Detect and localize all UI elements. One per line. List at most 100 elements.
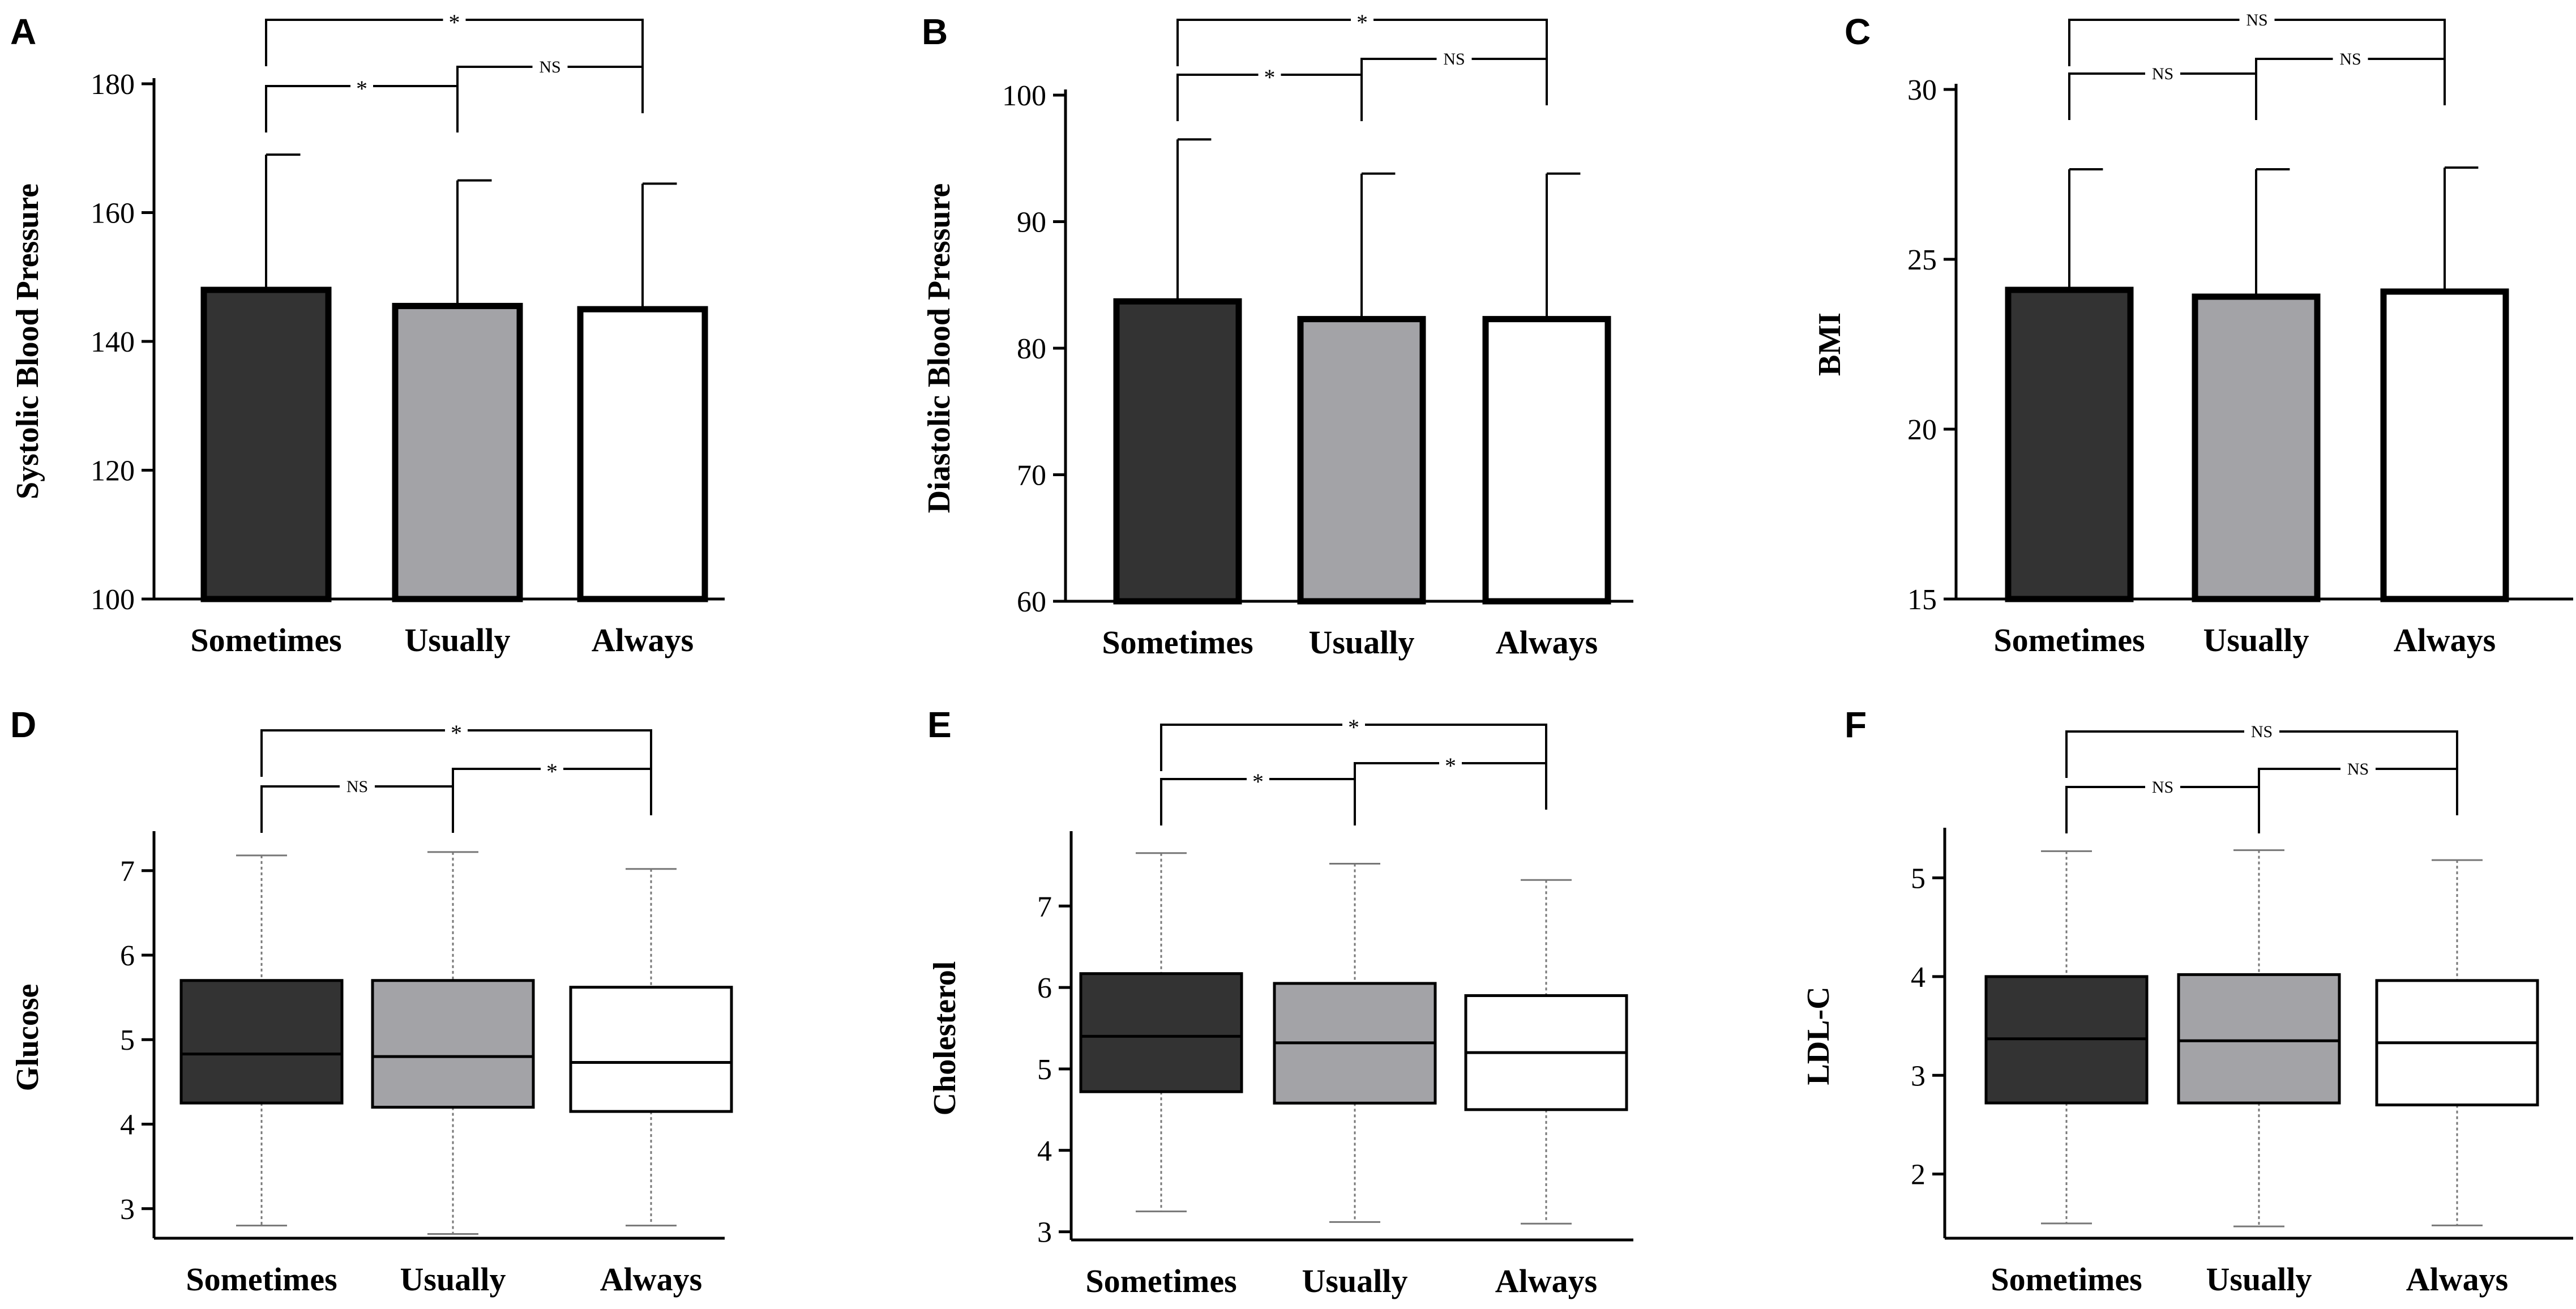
significance-label-bg — [2145, 65, 2180, 83]
panel-c: C 15 20 25 30 BMI Sometimes Usually Always NS NS NS — [1812, 11, 2573, 658]
bar — [200, 286, 332, 602]
x-tick-label: Usually — [1309, 624, 1415, 661]
y-tick-label: 4 — [120, 1109, 135, 1141]
significance-label: NS — [1443, 50, 1465, 69]
significance-label: NS — [2251, 722, 2273, 741]
bar — [1482, 316, 1611, 605]
y-tick-label: 4 — [1911, 961, 1925, 994]
box — [569, 986, 733, 1113]
significance-label: NS — [2152, 778, 2173, 797]
panel-b: B 60 70 80 90 100 Diastolic Blood Pressure Some… — [922, 10, 1633, 661]
significance-label: * — [1252, 769, 1264, 794]
box — [371, 979, 535, 1109]
panel-e: E 3 4 5 6 7 Cholesterol Sometimes Usually Always *… — [927, 704, 1633, 1299]
x-tick-label: Usually — [1302, 1263, 1408, 1299]
significance-label-bg — [2244, 722, 2279, 741]
panel-f: F 2 3 4 5 LDL-C Sometimes Usually Always NS NS NS — [1801, 704, 2573, 1298]
significance-label: * — [1348, 715, 1359, 740]
x-tick-label: Usually — [405, 622, 511, 658]
significance-label-bg — [2333, 50, 2368, 68]
panel-letter: F — [1845, 704, 1867, 745]
y-tick-label: 25 — [1907, 244, 1937, 276]
y-axis-label: Cholesterol — [927, 961, 962, 1116]
y-axis-label: LDL-C — [1801, 986, 1836, 1085]
y-tick-label: 160 — [91, 198, 135, 230]
y-tick-label: 4 — [1037, 1135, 1052, 1167]
significance-label-bg — [1342, 716, 1365, 734]
x-tick-label: Usually — [2203, 622, 2309, 658]
y-tick-label: 3 — [1911, 1060, 1925, 1092]
bar — [2005, 286, 2134, 602]
panel-letter: E — [927, 704, 952, 745]
significance-label-bg — [2145, 778, 2180, 796]
significance-label-bg — [445, 721, 468, 739]
significance-label: * — [1357, 10, 1368, 35]
significance-label: * — [449, 10, 460, 35]
bar — [1113, 298, 1242, 605]
y-tick-label: 60 — [1017, 586, 1046, 618]
bar — [2380, 288, 2509, 602]
y-axis-label: Glucose — [10, 984, 45, 1092]
x-tick-label: Usually — [2206, 1261, 2312, 1298]
y-tick-label: 7 — [1037, 891, 1052, 923]
y-tick-label: 5 — [1911, 862, 1925, 895]
y-axis-label: BMI — [1812, 313, 1847, 376]
y-tick-label: 100 — [91, 584, 135, 616]
y-tick-label: 70 — [1017, 460, 1046, 492]
x-tick-label: Sometimes — [186, 1261, 337, 1298]
y-tick-label: 100 — [1002, 80, 1046, 112]
x-tick-label: Always — [1495, 1263, 1597, 1299]
x-tick-label: Sometimes — [1993, 622, 2145, 658]
significance-label: * — [1264, 65, 1276, 90]
y-axis-label: Systolic Blood Pressure — [10, 183, 45, 499]
significance-label: NS — [2347, 760, 2369, 778]
x-tick-label: Always — [1496, 624, 1598, 661]
significance-label-bg — [1247, 770, 1269, 788]
y-tick-label: 120 — [91, 455, 135, 487]
y-tick-label: 5 — [1037, 1054, 1052, 1086]
y-tick-label: 2 — [1911, 1159, 1925, 1191]
significance-label: NS — [346, 777, 368, 796]
significance-label-bg — [1258, 66, 1281, 84]
significance-label-bg — [532, 58, 568, 76]
panel-letter: B — [922, 11, 948, 52]
box — [2177, 973, 2341, 1105]
y-tick-label: 3 — [1037, 1217, 1052, 1249]
y-tick-label: 20 — [1907, 414, 1937, 446]
y-tick-label: 3 — [120, 1194, 135, 1226]
significance-label: NS — [2246, 11, 2267, 29]
significance-label-bg — [2340, 760, 2376, 778]
significance-label-bg — [541, 760, 563, 778]
panel-d: D 3 4 5 6 7 Glucose Sometimes Usually Always * NS * — [10, 704, 733, 1298]
box — [1079, 972, 1243, 1093]
significance-label: NS — [2152, 65, 2173, 83]
y-axis-label: Diastolic Blood Pressure — [922, 183, 957, 514]
significance-label-bg — [350, 77, 373, 95]
y-tick-label: 80 — [1017, 333, 1046, 365]
panel-letter: D — [10, 704, 36, 745]
significance-label-bg — [1436, 50, 1472, 68]
significance-label: NS — [539, 58, 560, 76]
x-tick-label: Sometimes — [1102, 624, 1253, 661]
significance-label-bg — [340, 777, 375, 795]
bar — [1297, 316, 1426, 605]
x-tick-label: Always — [592, 622, 694, 658]
significance-label: * — [1445, 753, 1456, 778]
significance-label-bg — [1439, 754, 1462, 772]
y-tick-label: 6 — [120, 940, 135, 972]
bar — [577, 306, 708, 602]
y-tick-label: 180 — [91, 69, 135, 101]
y-tick-label: 30 — [1907, 74, 1937, 106]
significance-label-bg — [1351, 11, 1373, 29]
panel-letter: A — [10, 11, 36, 52]
box — [179, 979, 344, 1105]
bar — [392, 302, 523, 602]
y-tick-label: 6 — [1037, 972, 1052, 1004]
x-tick-label: Usually — [400, 1261, 506, 1298]
x-tick-label: Sometimes — [1991, 1261, 2142, 1298]
y-tick-label: 140 — [91, 326, 135, 358]
x-tick-label: Always — [2394, 622, 2496, 658]
significance-label: * — [546, 759, 558, 784]
panel-letter: C — [1845, 11, 1871, 52]
x-tick-label: Sometimes — [1085, 1263, 1236, 1299]
